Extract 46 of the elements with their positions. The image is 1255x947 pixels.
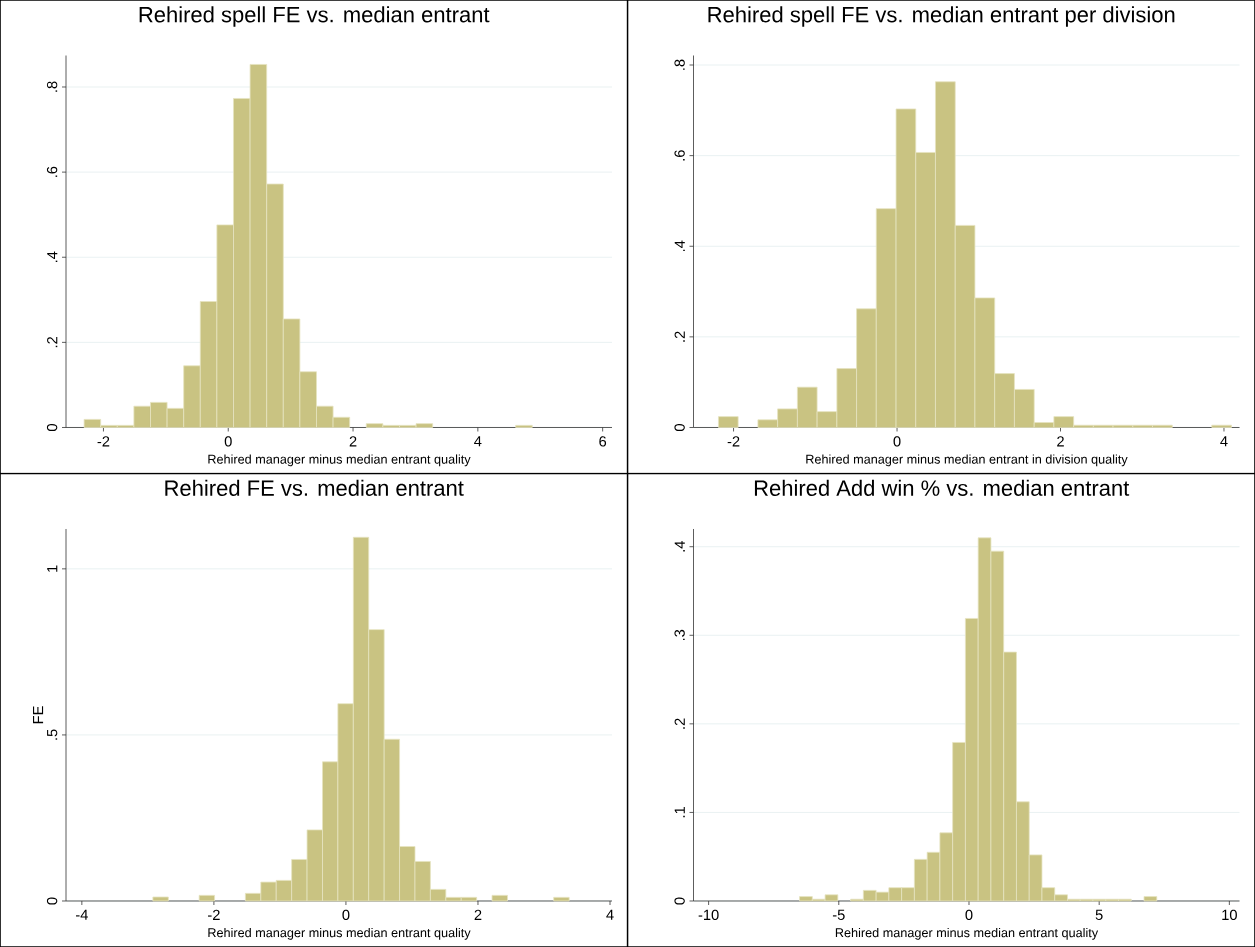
x-tick-label: -4 [75, 909, 88, 920]
x-tick-label: 0 [965, 909, 973, 921]
x-tick-label: -10 [698, 909, 719, 921]
y-tick-label: .2 [47, 336, 58, 348]
x-tick-label: 0 [342, 909, 350, 921]
y-tick-label: .5 [47, 729, 58, 740]
chart-title: Rehired FE vs. median entrant [165, 479, 464, 496]
y-tick-label: 0 [674, 424, 685, 432]
x-tick-label: 0 [893, 436, 901, 447]
x-tick-label: 4 [474, 436, 482, 447]
y-tick-label: 0 [46, 424, 58, 432]
x-tick-label: -2 [97, 436, 110, 447]
x-tick-label: 4 [1220, 436, 1228, 447]
x-axis-title: Rehired manager minus median entrant in division quality [806, 454, 1128, 467]
y-tick-label: 1 [47, 565, 58, 572]
x-tick-label: 6 [599, 436, 607, 447]
y-tick-label: .2 [674, 331, 685, 342]
y-tick-label: .4 [674, 240, 685, 252]
x-axis-title: Rehired manager minus median entrant quality [208, 927, 471, 940]
x-tick-label: -2 [727, 436, 740, 447]
y-tick-label: 0 [46, 897, 58, 905]
x-tick-label: 2 [349, 436, 357, 447]
x-tick-label: 2 [474, 909, 482, 920]
y-tick-label: .6 [46, 166, 58, 177]
x-tick-label: 4 [606, 909, 614, 920]
x-tick-label: 5 [1095, 909, 1103, 920]
x-tick-label: 10 [1222, 909, 1237, 921]
chart-title: Rehired spell FE vs. median entrant per division [708, 6, 1175, 27]
chart-title: Rehired spell FE vs. median entrant [139, 6, 490, 27]
y-tick-label: .8 [46, 81, 58, 92]
y-axis-title: FE [33, 706, 44, 724]
x-tick-label: 0 [224, 436, 232, 447]
y-tick-label: .6 [674, 150, 685, 161]
x-axis-title: Rehired manager minus median entrant quality [835, 927, 1099, 940]
x-axis-title: Rehired manager minus median entrant quality [208, 454, 471, 467]
chart-title: Rehired Add win % vs. median entrant [754, 479, 1130, 496]
x-tick-label: -5 [832, 909, 845, 920]
y-tick-label: .3 [674, 629, 685, 641]
y-tick-label: .4 [47, 251, 58, 263]
y-tick-label: .2 [674, 718, 685, 729]
y-tick-label: 0 [674, 897, 685, 905]
x-tick-label: -2 [208, 909, 220, 920]
y-tick-label: .1 [674, 807, 685, 818]
y-tick-label: .4 [674, 541, 685, 552]
y-tick-label: .8 [674, 59, 685, 70]
x-tick-label: 2 [1057, 436, 1064, 447]
